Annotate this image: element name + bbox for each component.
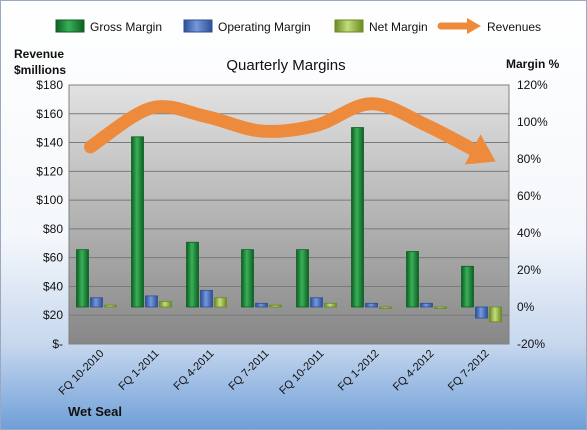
category-label-fq-4-2011: FQ 4-2011: [172, 348, 217, 393]
bar-gross-margin-fq-1-2011: [131, 136, 144, 308]
legend-swatch-net-margin: [334, 19, 364, 33]
right-axis-label: Margin %: [506, 57, 560, 71]
left-axis-tick-label: $180: [36, 78, 63, 92]
bar-net-margin-fq-7-2012: [489, 306, 502, 323]
bar-net-margin-fq-1-2012: [379, 306, 392, 309]
right-axis-tick-label: -20%: [517, 337, 545, 351]
category-label-fq-10-2011: FQ 10-2011: [277, 348, 326, 397]
bar-operating-margin-fq-1-2011: [145, 295, 158, 308]
category-label-fq-1-2012: FQ 1-2012: [336, 348, 382, 394]
right-axis-tick-label: 0%: [517, 300, 535, 314]
left-axis-tick-label: $20: [43, 308, 63, 322]
category-label-fq-1-2011: FQ 1-2011: [117, 348, 162, 393]
legend-label-gross-margin: Gross Margin: [90, 20, 162, 34]
bar-net-margin-fq-1-2011: [159, 301, 172, 308]
revenues-arrowhead: [464, 134, 496, 165]
bar-operating-margin-fq-4-2012: [420, 302, 433, 308]
category-axis-labels: FQ 10-2010 FQ 1-2011 FQ 4-2011 FQ 7-2011 FQ …: [57, 348, 492, 398]
legend-swatch-gross-margin: [55, 19, 85, 33]
left-axis-tick-label: $60: [43, 251, 63, 265]
category-label-fq-7-2011: FQ 7-2011: [227, 348, 272, 393]
bar-operating-margin-fq-7-2012: [475, 306, 488, 319]
bar-operating-margin-fq-7-2011: [255, 302, 268, 308]
revenues-trend-line: [84, 97, 488, 161]
bar-gross-margin-fq-7-2011: [241, 249, 254, 308]
left-axis-tick-label: $140: [36, 136, 63, 150]
bar-gross-margin-fq-10-2010: [76, 249, 89, 308]
bar-net-margin-fq-10-2011: [324, 302, 337, 308]
legend-swatch-operating-margin: [183, 19, 213, 33]
bar-gross-margin-fq-10-2011: [296, 249, 309, 308]
bar-operating-margin-fq-4-2011: [200, 289, 213, 308]
legend: Gross Margin Operating Margin Net Margin…: [55, 18, 541, 34]
right-axis-tick-label: 40%: [517, 226, 541, 240]
right-axis-tick-label: 120%: [517, 78, 548, 92]
right-axis-ticks: -20% 0% 20% 40% 60% 80% 100% 120%: [517, 78, 548, 351]
legend-label-operating-margin: Operating Margin: [218, 20, 311, 34]
company-label: Wet Seal: [68, 404, 122, 419]
left-axis-tick-label: $160: [36, 107, 63, 121]
legend-label-revenues: Revenues: [487, 20, 541, 34]
bar-operating-margin-fq-10-2011: [310, 297, 323, 308]
right-axis-tick-label: 60%: [517, 189, 541, 203]
left-axis-tick-label: $100: [36, 193, 63, 207]
bar-gross-margin-fq-4-2012: [406, 251, 419, 308]
left-axis-tick-label: $80: [43, 222, 63, 236]
bar-series-group: [76, 127, 502, 323]
category-label-fq-10-2010: FQ 10-2010: [57, 348, 107, 398]
bar-operating-margin-fq-1-2012: [365, 302, 378, 308]
bar-net-margin-fq-7-2011: [269, 304, 282, 308]
left-axis-tick-label: $-: [52, 337, 63, 351]
bar-gross-margin-fq-1-2012: [351, 127, 364, 308]
bar-gross-margin-fq-7-2012: [461, 265, 474, 308]
left-axis-label-line2: $millions: [14, 63, 66, 77]
bar-gross-margin-fq-4-2011: [186, 241, 199, 308]
category-label-fq-4-2012: FQ 4-2012: [391, 348, 437, 394]
bar-net-margin-fq-4-2011: [214, 297, 227, 308]
category-label-fq-7-2012: FQ 7-2012: [446, 348, 492, 394]
chart-title: Quarterly Margins: [226, 57, 345, 74]
revenues-trend-group: [84, 97, 496, 165]
right-axis-tick-label: 80%: [517, 152, 541, 166]
legend-revenues-arrowhead: [467, 18, 481, 34]
bar-net-margin-fq-10-2010: [104, 304, 117, 308]
left-axis-tick-label: $120: [36, 164, 63, 178]
bar-operating-margin-fq-10-2010: [90, 297, 103, 308]
left-axis-ticks: $- $20 $40 $60 $80 $100 $120 $140 $160 $180: [36, 78, 63, 351]
legend-label-net-margin: Net Margin: [369, 20, 428, 34]
left-axis-tick-label: $40: [43, 279, 63, 293]
bar-net-margin-fq-4-2012: [434, 306, 447, 309]
left-axis-label-line1: Revenue: [14, 47, 64, 61]
right-axis-tick-label: 100%: [517, 115, 548, 129]
right-axis-tick-label: 20%: [517, 263, 541, 277]
